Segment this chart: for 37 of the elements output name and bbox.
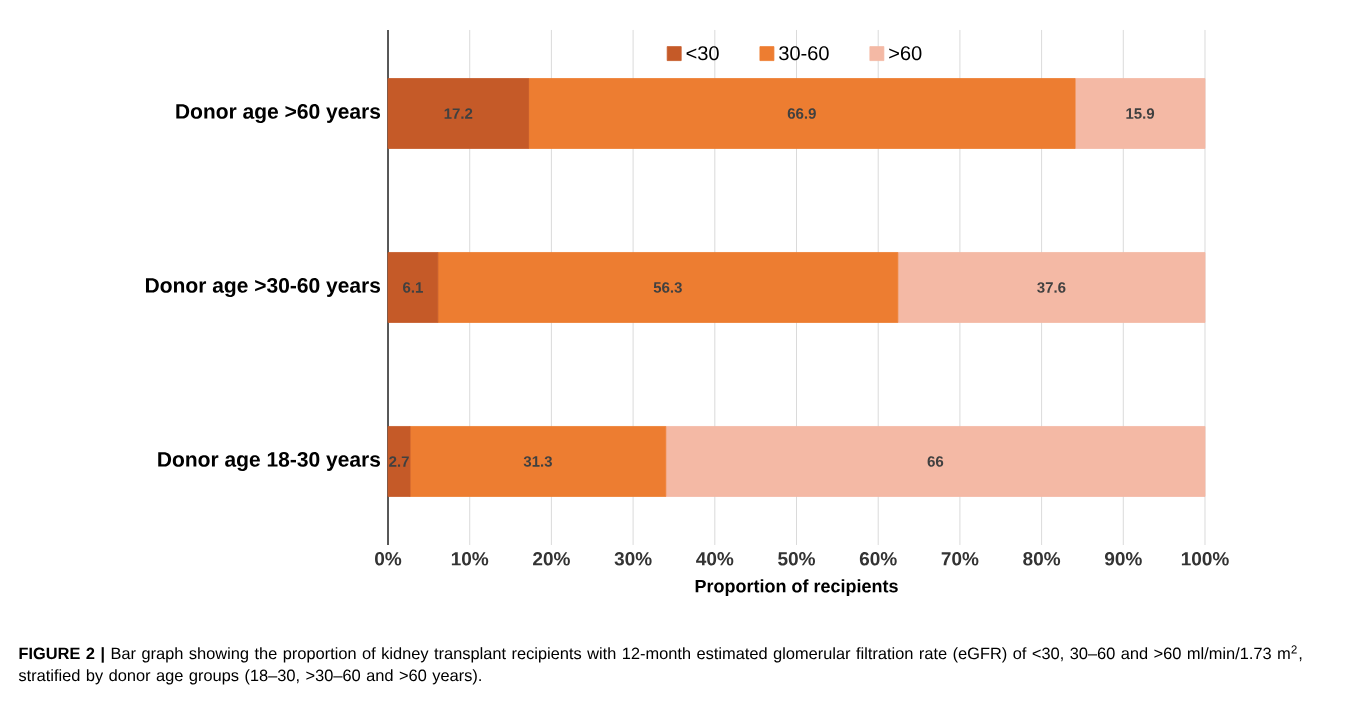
x-tick-label: 70% xyxy=(941,552,979,566)
legend-label: 30-60 xyxy=(779,46,829,61)
data-label: 17.2 xyxy=(444,108,473,119)
x-axis-title: Proportion of recipients xyxy=(695,579,898,597)
data-label: 31.3 xyxy=(523,456,552,467)
x-tick-label: 90% xyxy=(1104,552,1142,566)
bar xyxy=(387,252,439,323)
bar xyxy=(665,426,1206,497)
x-tick-label: 30% xyxy=(614,552,652,566)
bar xyxy=(387,426,411,497)
x-tick-label: 20% xyxy=(533,552,570,566)
x-tick-label: 60% xyxy=(859,552,897,566)
x-tick-label: 0% xyxy=(375,552,402,566)
data-label: 66.9 xyxy=(787,108,816,119)
data-label: 56.3 xyxy=(653,282,682,293)
y-tick-label: Donor age >60 years xyxy=(176,103,381,124)
legend-label: >60 xyxy=(889,46,922,61)
x-tick-label: 10% xyxy=(451,552,489,566)
bar xyxy=(437,252,899,323)
legend-label: <30 xyxy=(686,46,719,61)
data-label: 37.6 xyxy=(1037,282,1066,293)
x-tick-label: 40% xyxy=(696,552,734,566)
x-tick-label: 50% xyxy=(778,552,816,566)
data-label: 15.9 xyxy=(1126,108,1155,119)
bar xyxy=(387,78,529,149)
bar xyxy=(528,78,1076,149)
data-label: 2.7 xyxy=(389,456,409,467)
bar xyxy=(409,426,667,497)
text: FIGURE 2 | Bar graph showing the proportion of kidney transplant recipients with 12-month estimated glomerular filtration rate (eGFR) of <30, 30–60 and >60 ml/min/1.73 m$^{2}$, stratified by donor age groups (18–30, >30–60 and >60 years). xyxy=(18,645,1302,685)
x-tick-label: 100% xyxy=(1181,552,1229,566)
data-label: 6.1 xyxy=(403,282,423,293)
y-tick-label: Donor age 18-30 years xyxy=(158,451,381,472)
x-tick-label: 80% xyxy=(1023,552,1061,566)
data-label: 66 xyxy=(927,456,944,467)
bar xyxy=(897,252,1206,323)
y-tick-label: Donor age >30-60 years xyxy=(145,277,381,298)
bar xyxy=(1074,78,1206,149)
